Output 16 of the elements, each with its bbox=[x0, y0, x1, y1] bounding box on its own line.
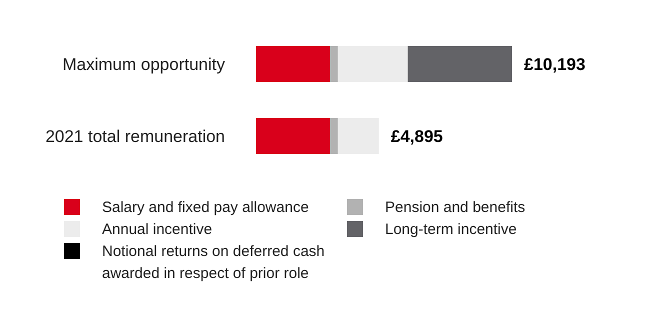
y-tick-label: Maximum opportunity bbox=[62, 55, 226, 74]
annotation: £10,193 bbox=[524, 55, 586, 74]
bar bbox=[256, 46, 330, 82]
bar bbox=[338, 118, 379, 154]
legend-label: Pension and benefits bbox=[385, 199, 526, 216]
bar bbox=[330, 46, 338, 82]
bar bbox=[330, 118, 338, 154]
bar bbox=[408, 46, 512, 82]
bar bbox=[256, 118, 330, 154]
legend-label: Long-term incentive bbox=[385, 221, 517, 238]
annotation: £4,895 bbox=[390, 127, 443, 146]
legend-label: Notional returns on deferred cash awarded in respect of prior role bbox=[102, 243, 325, 282]
bar bbox=[338, 46, 408, 82]
y-tick-label: 2021 total remuneration bbox=[45, 127, 225, 146]
legend-label: Salary and fixed pay allowance bbox=[102, 199, 309, 216]
legend-label: Annual incentive bbox=[102, 221, 212, 238]
